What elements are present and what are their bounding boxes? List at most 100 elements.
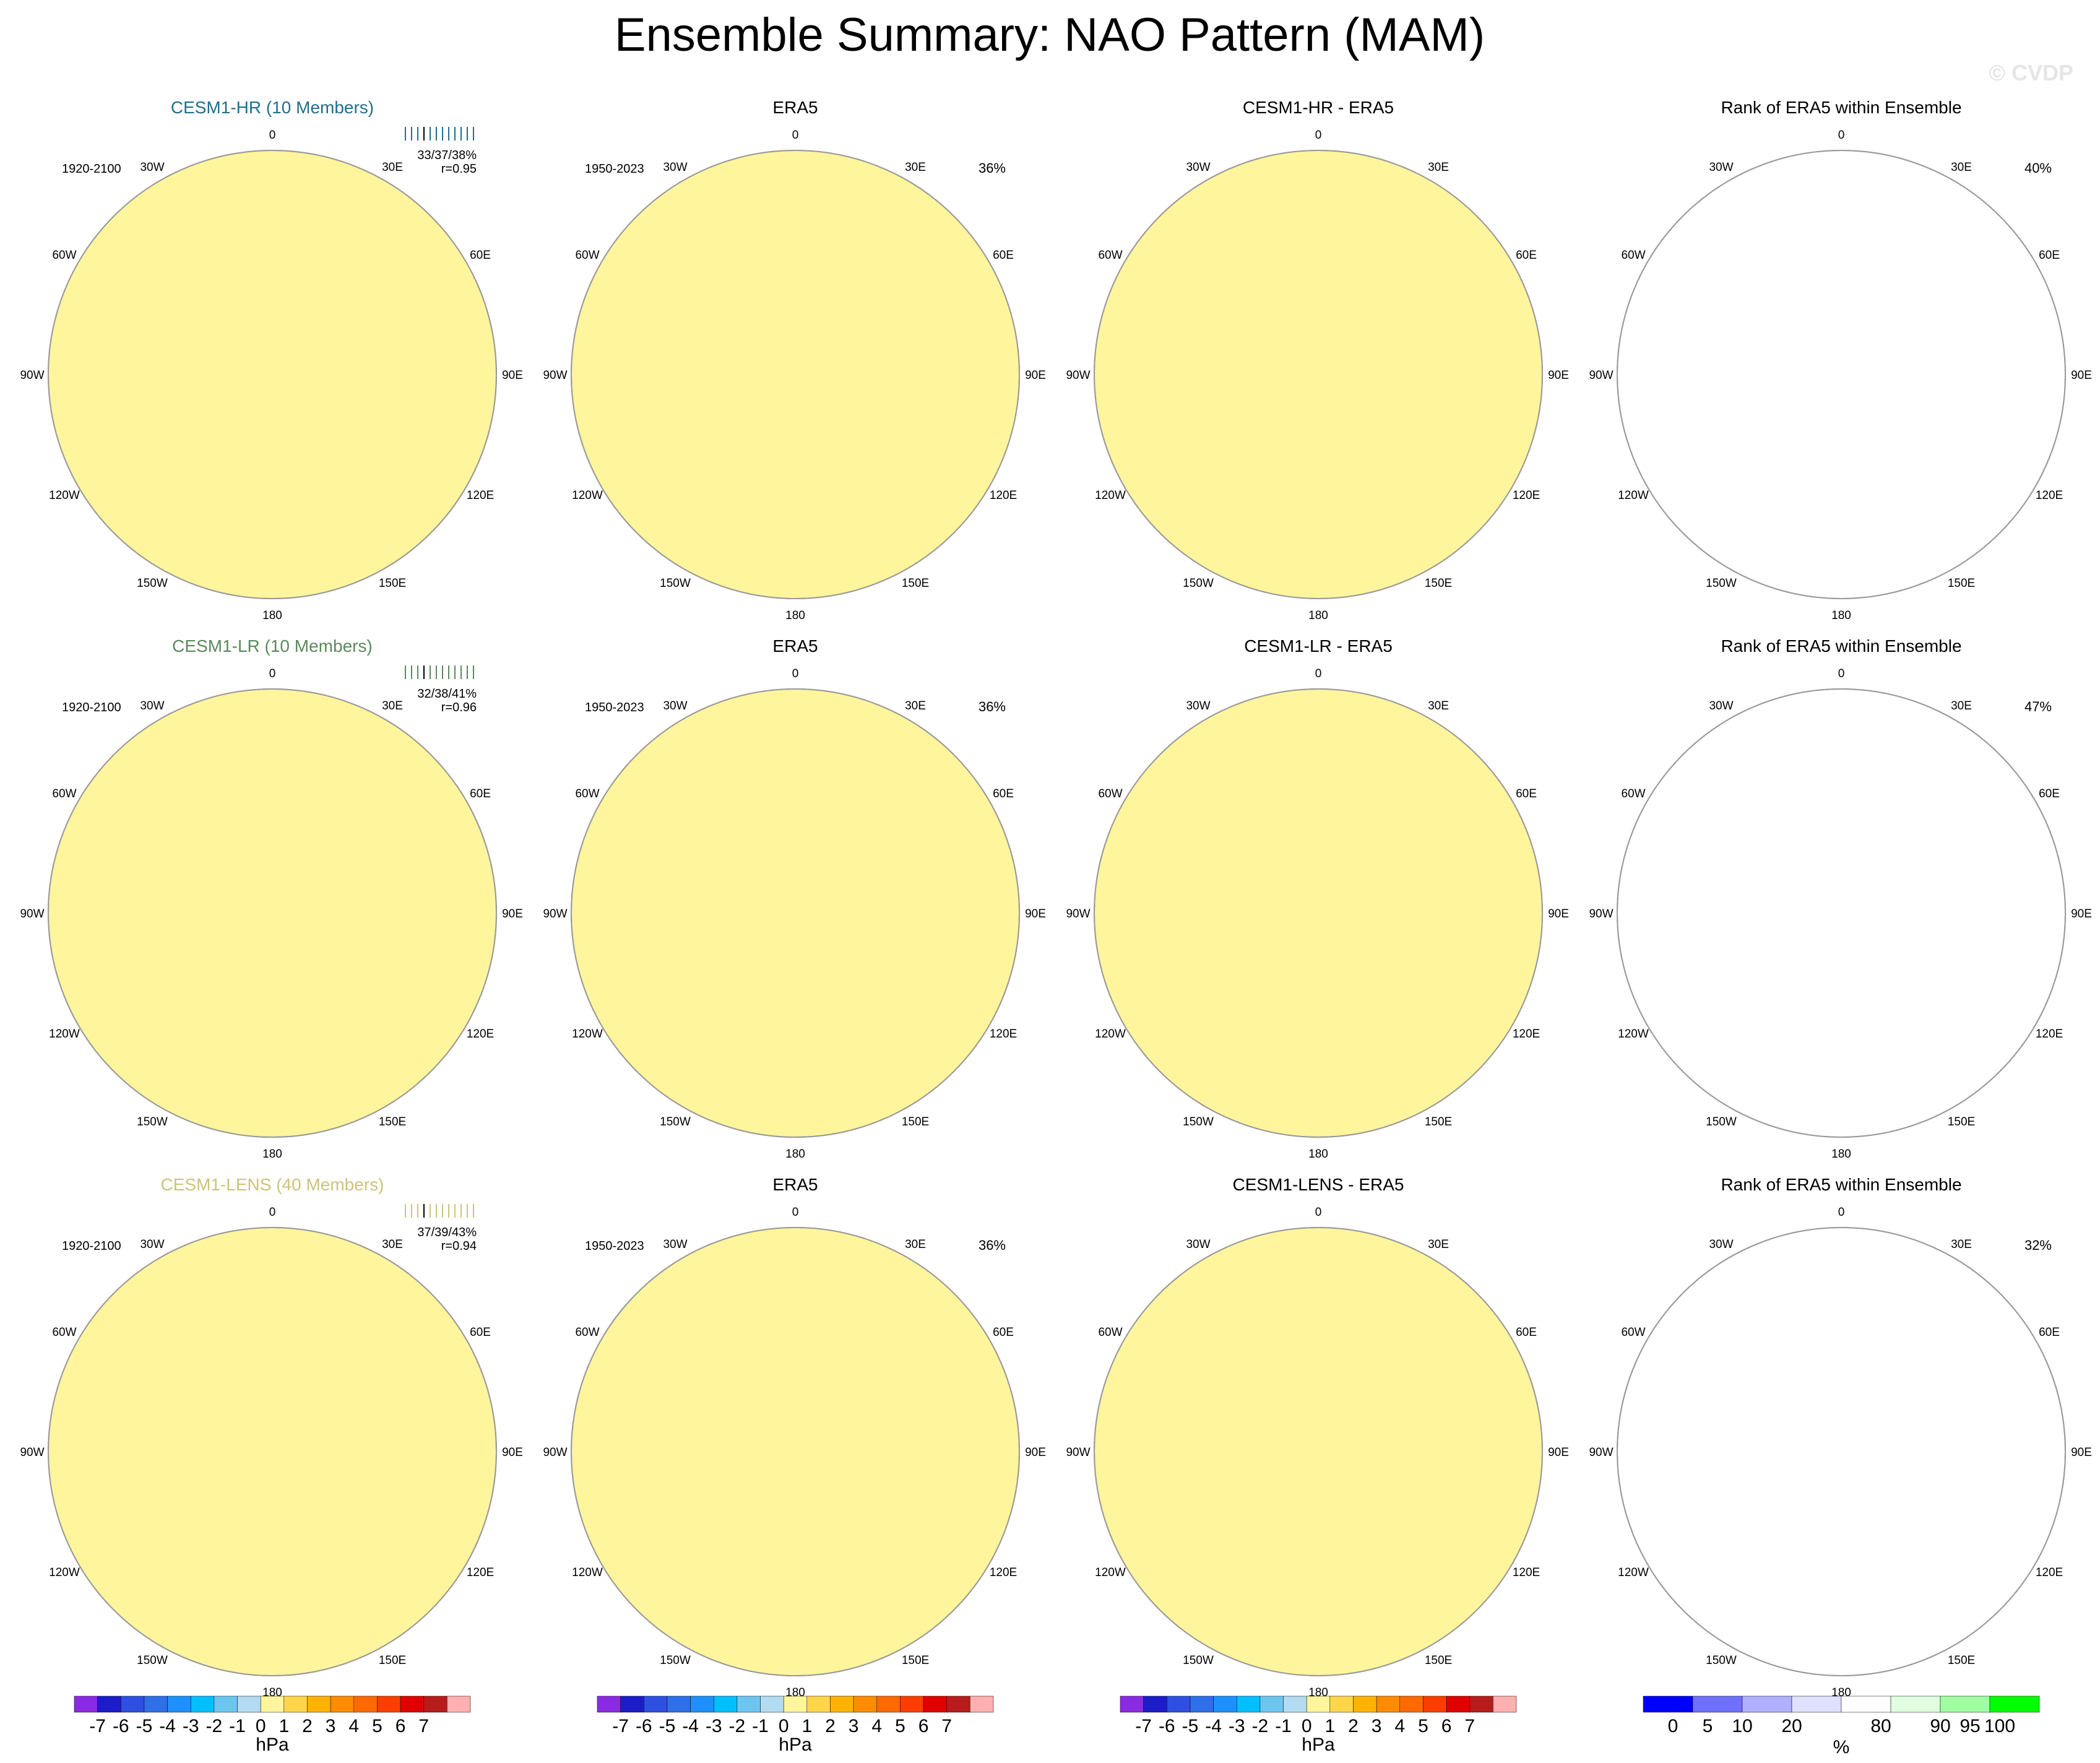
lon-label: 150E <box>379 1654 406 1667</box>
map-disk <box>571 688 1020 1138</box>
lon-label: 60E <box>470 249 491 262</box>
map-disk <box>1617 688 2066 1138</box>
panel-title: CESM1-LR - ERA5 <box>1244 636 1393 656</box>
lon-label: 90E <box>2071 369 2092 382</box>
lon-label: 30W <box>1186 161 1210 174</box>
colorbar-swatch <box>620 1696 644 1713</box>
lon-label: 30E <box>1951 161 1972 174</box>
colorbar-tick-label: -2 <box>1252 1716 1269 1736</box>
colorbar-swatch <box>1791 1696 1842 1713</box>
colorbar-tick-label: 20 <box>1781 1716 1802 1736</box>
colorbar-hpa: -7 -6 -5 -4 -3 -2 -1 0 1 2 3 4 5 6 7 hPa <box>1120 1696 1517 1755</box>
colorbar-swatch <box>1469 1696 1493 1713</box>
lon-label: 60W <box>1621 1326 1645 1339</box>
colorbar-tick-label: -1 <box>752 1716 769 1736</box>
lon-label: 150E <box>379 577 406 590</box>
panel-title: Rank of ERA5 within Ensemble <box>1721 1175 1961 1194</box>
colorbar-tick-label: 7 <box>418 1716 429 1736</box>
colorbar-swatch <box>377 1696 401 1713</box>
lon-label: 120W <box>572 1028 603 1041</box>
panel-title: Rank of ERA5 within Ensemble <box>1721 636 1961 656</box>
colorbar-swatch <box>1940 1696 1990 1713</box>
lon-label: 120E <box>990 1566 1017 1579</box>
colorbar-tick-label: -3 <box>183 1716 199 1736</box>
member-tick-strip <box>405 127 474 141</box>
variance-explained: 36% <box>979 160 1006 176</box>
lon-label: 30E <box>1428 161 1449 174</box>
lon-label: 0 <box>1838 1206 1845 1219</box>
lon-label: 30E <box>1951 1238 1972 1251</box>
lon-label: 90E <box>1025 1446 1046 1459</box>
colorbar-tick-label: -6 <box>113 1716 129 1736</box>
colorbar-tick-label: -6 <box>636 1716 652 1736</box>
colorbar-swatch <box>307 1696 331 1713</box>
map-border <box>48 150 497 599</box>
map-disk <box>1617 1227 2066 1676</box>
lon-label: 150E <box>1425 577 1452 590</box>
lon-label: 90W <box>1589 907 1613 920</box>
colorbar-tick-label: -5 <box>1182 1716 1199 1736</box>
colorbar-units: hPa <box>256 1735 289 1755</box>
lon-label: 60W <box>1621 249 1645 262</box>
pattern-stats: 33/37/38% <box>417 149 477 162</box>
lon-label: 120W <box>1618 1028 1649 1041</box>
colorbar-swatch <box>853 1696 878 1713</box>
lon-label: 120E <box>2036 1028 2063 1041</box>
rank-percent: 47% <box>2024 699 2052 714</box>
colorbar-tick-label: 1 <box>802 1716 812 1736</box>
colorbar-swatch <box>190 1696 215 1713</box>
pattern-stats: 32/38/41% <box>417 687 477 701</box>
map-border <box>1094 1227 1543 1676</box>
colorbar-tick-label: -5 <box>136 1716 153 1736</box>
colorbar-swatch <box>1643 1696 1693 1713</box>
colorbar-tick-label: 5 <box>372 1716 382 1736</box>
period-label: 1920-2100 <box>62 1239 121 1253</box>
colorbar-tick-label: -4 <box>682 1716 699 1736</box>
lon-label: 60E <box>2039 249 2060 262</box>
lon-label: 120W <box>572 1566 603 1579</box>
lon-label: 180 <box>262 609 282 622</box>
colorbar-tick-label: 10 <box>1732 1716 1752 1736</box>
map-disk <box>571 1227 1020 1676</box>
map-border <box>1094 150 1543 599</box>
panel-title: CESM1-LENS (40 Members) <box>161 1175 384 1194</box>
map-border <box>571 150 1020 599</box>
colorbar-units: hPa <box>779 1735 812 1755</box>
lon-label: 30W <box>663 161 687 174</box>
map-panel: Rank of ERA5 within Ensemble 180 150E 120E 9… <box>1589 636 2091 1161</box>
lon-label: 30E <box>1428 1238 1449 1251</box>
colorbar-swatch <box>1692 1696 1743 1713</box>
colorbar-swatch <box>737 1696 761 1713</box>
lon-label: 90E <box>1025 907 1046 920</box>
colorbar-tick-label: 7 <box>941 1716 952 1736</box>
panel-title: CESM1-HR (10 Members) <box>171 98 374 117</box>
lon-label: 60W <box>1098 1326 1122 1339</box>
lon-label: 30W <box>1186 1238 1210 1251</box>
colorbar-tick-label: -7 <box>612 1716 629 1736</box>
map-panel: CESM1-LENS - ERA5180150E120E90E60E30E030… <box>1066 1175 1568 1699</box>
lon-label: 150W <box>1706 1115 1737 1128</box>
colorbar-tick-label: -2 <box>729 1716 746 1736</box>
colorbar-swatch <box>783 1696 808 1713</box>
lon-label: 60W <box>52 1326 76 1339</box>
map-disk <box>48 688 497 1138</box>
colorbar-swatch <box>1353 1696 1377 1713</box>
lon-label: 150W <box>1183 1654 1214 1667</box>
lon-label: 0 <box>792 1206 799 1219</box>
colorbar-swatch <box>644 1696 668 1713</box>
colorbar-swatch <box>1283 1696 1307 1713</box>
lon-label: 0 <box>1838 667 1845 680</box>
colorbar-swatch <box>1493 1696 1517 1713</box>
variance-explained: 36% <box>979 699 1006 714</box>
lon-label: 150W <box>1183 577 1214 590</box>
map-border <box>1617 150 2066 599</box>
colorbar-swatch <box>1890 1696 1941 1713</box>
lon-label: 150W <box>1706 577 1737 590</box>
colorbar-swatch <box>713 1696 738 1713</box>
colorbar-tick-label: 5 <box>1703 1716 1713 1736</box>
colorbar-swatch <box>330 1696 355 1713</box>
lon-label: 0 <box>792 667 799 680</box>
lon-label: 90E <box>502 1446 523 1459</box>
lon-label: 150E <box>1948 1115 1975 1128</box>
lon-label: 180 <box>1308 609 1328 622</box>
